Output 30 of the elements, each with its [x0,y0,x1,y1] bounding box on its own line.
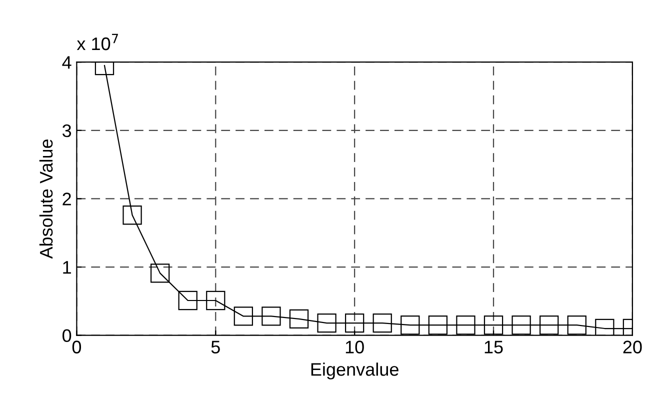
point [400,316,420,335]
point [317,313,336,333]
point [484,316,504,335]
point [540,316,559,335]
point [512,316,531,335]
x-tick-label: 20 [623,340,642,354]
point [150,264,170,283]
y-tick-label: 0 [62,329,72,342]
point [456,316,476,335]
y-tick-label: 2 [62,192,71,206]
point [122,206,142,225]
x-tick-label: 5 [211,340,220,354]
point [289,309,309,329]
x-tick-label: 0 [72,340,82,354]
y-tick-label: 4 [62,56,72,69]
y-tick-label: 3 [62,124,72,138]
point [206,290,226,310]
y-axis-title: Absolute Value [39,139,53,259]
text: x 10$^{7}$ [76,34,118,50]
point [372,313,392,333]
point [234,306,254,326]
point [178,290,198,310]
point [567,316,586,335]
point [428,316,448,335]
point [262,306,281,326]
x-axis-title: Eigenvalue [311,362,398,380]
point [344,313,364,333]
y-tick-label: 1 [63,261,71,274]
x-tick-label: 10 [346,340,364,354]
x-tick-label: 15 [484,340,503,354]
